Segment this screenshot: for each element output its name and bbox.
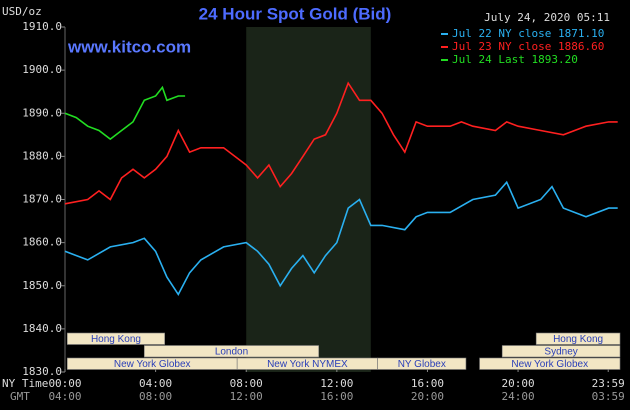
unit-label: USD/oz <box>2 5 42 18</box>
x-tick-label: 20:00 <box>501 377 534 390</box>
gmt-tick-label: 16:00 <box>320 390 353 403</box>
session-bar <box>143 345 320 358</box>
gmt-tick-label: 03:59 <box>592 390 625 403</box>
gmt-tick-label: 04:00 <box>48 390 81 403</box>
session-label: New York Globex <box>114 359 191 370</box>
legend-label: Jul 24 Last 1893.20 <box>452 53 578 66</box>
legend-label: Jul 23 NY close 1886.60 <box>452 40 604 53</box>
x-axis-label: GMT <box>10 390 30 403</box>
gmt-tick-label: 12:00 <box>230 390 263 403</box>
gmt-tick-label: 20:00 <box>411 390 444 403</box>
y-tick-label: 1850.0 <box>22 279 62 292</box>
session-shade <box>246 27 371 372</box>
session-label: Sydney <box>544 346 577 357</box>
y-tick-label: 1870.0 <box>22 193 62 206</box>
y-tick-label: 1900.0 <box>22 63 62 76</box>
y-tick-label: 1840.0 <box>22 322 62 335</box>
x-tick-label: 08:00 <box>230 377 263 390</box>
session-label: London <box>215 346 248 357</box>
y-tick-label: 1910.0 <box>22 20 62 33</box>
series-line <box>64 180 618 296</box>
session-label: Hong Kong <box>91 334 141 345</box>
session-bar <box>535 332 621 345</box>
gmt-tick-label: 08:00 <box>139 390 172 403</box>
x-tick-label: 23:59 <box>592 377 625 390</box>
series-line <box>64 85 186 141</box>
x-tick-label: 04:00 <box>139 377 172 390</box>
x-axis-label: NY Time <box>2 377 48 390</box>
site-label: www.kitco.com <box>67 37 191 56</box>
date-label: July 24, 2020 05:11 <box>484 11 610 24</box>
session-bar <box>66 332 165 345</box>
y-tick-label: 1830.0 <box>22 365 62 378</box>
session-label: New York NYMEX <box>267 359 348 370</box>
session-bar <box>377 357 467 370</box>
x-tick-label: 12:00 <box>320 377 353 390</box>
y-tick-label: 1890.0 <box>22 106 62 119</box>
legend-label: Jul 22 NY close 1871.10 <box>452 27 604 40</box>
session-bar <box>501 345 621 358</box>
gmt-tick-label: 24:00 <box>501 390 534 403</box>
session-label: NY Globex <box>398 359 446 370</box>
y-tick-label: 1860.0 <box>22 236 62 249</box>
series-line <box>64 81 618 205</box>
session-bar <box>479 357 621 370</box>
session-label: New York Globex <box>511 359 588 370</box>
y-tick-label: 1880.0 <box>22 149 62 162</box>
chart-title: 24 Hour Spot Gold (Bid) <box>199 4 392 23</box>
x-tick-label: 00:00 <box>48 377 81 390</box>
x-tick-label: 16:00 <box>411 377 444 390</box>
session-label: Hong Kong <box>553 334 603 345</box>
